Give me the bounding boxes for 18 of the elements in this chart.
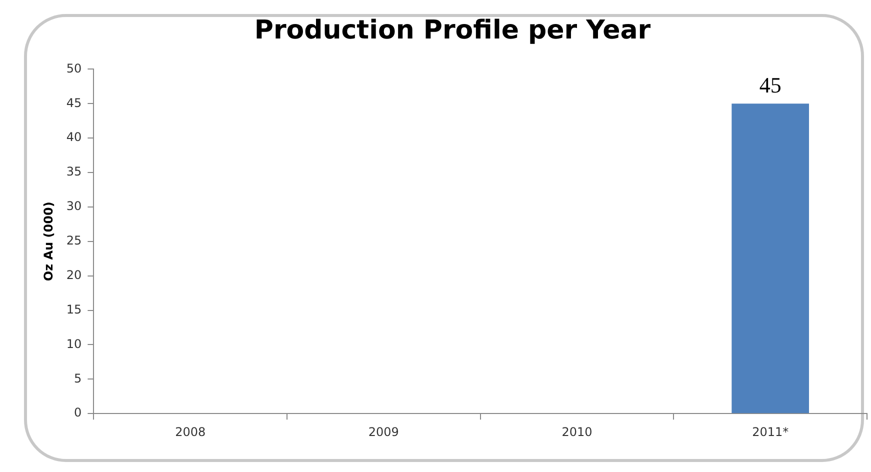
x-tick-label: 2011* (752, 424, 789, 439)
y-tick-label: 5 (74, 371, 82, 386)
y-tick-label: 15 (66, 302, 82, 316)
y-tick-label: 40 (66, 130, 82, 144)
x-tick-label: 2008 (175, 424, 206, 439)
y-tick-label: 50 (66, 61, 82, 76)
y-axis-title: Oz Au (000) (41, 202, 56, 282)
y-tick-label: 25 (66, 234, 82, 248)
y-tick-label: 10 (66, 336, 82, 351)
data-label: 45 (759, 72, 782, 98)
y-tick-label: 30 (66, 199, 82, 214)
x-tick-label: 2009 (368, 424, 399, 439)
chart-title: Production Profile per Year (254, 15, 651, 46)
y-tick-label: 45 (66, 96, 82, 110)
y-tick-label: 20 (66, 268, 82, 282)
y-tick-label: 0 (74, 406, 82, 420)
y-tick-label: 35 (66, 164, 82, 179)
x-tick-label: 2010 (562, 424, 592, 439)
